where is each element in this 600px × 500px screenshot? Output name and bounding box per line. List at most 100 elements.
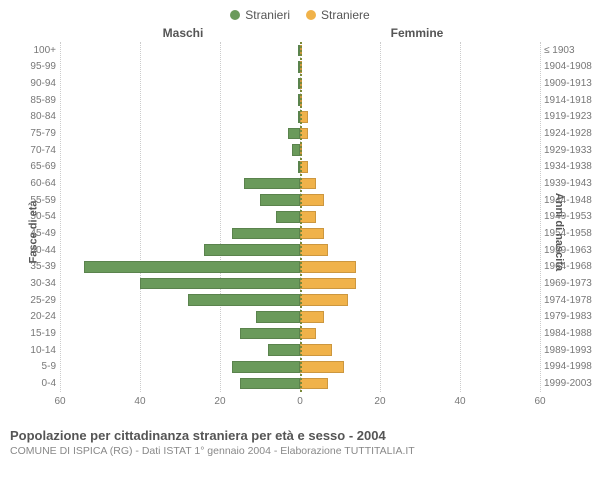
birth-year-label: 1949-1953 [544, 211, 596, 222]
male-bar [204, 244, 300, 256]
age-label: 70-74 [26, 145, 56, 156]
female-half [300, 275, 540, 292]
age-label: 5-9 [26, 361, 56, 372]
female-half [300, 192, 540, 209]
male-half [60, 225, 300, 242]
male-bar [288, 128, 300, 140]
female-bar [300, 361, 344, 373]
female-half [300, 309, 540, 326]
female-half [300, 259, 540, 276]
gridline [540, 42, 541, 392]
birth-year-label: 1929-1933 [544, 145, 596, 156]
male-bar [292, 144, 300, 156]
female-half [300, 225, 540, 242]
male-half [60, 92, 300, 109]
age-label: 15-19 [26, 328, 56, 339]
birth-year-label: 1999-2003 [544, 378, 596, 389]
x-tick: 60 [534, 396, 545, 407]
male-bar [84, 261, 300, 273]
age-label: 30-34 [26, 278, 56, 289]
birth-year-label: 1934-1938 [544, 161, 596, 172]
legend-label-male: Stranieri [245, 8, 290, 22]
female-half [300, 125, 540, 142]
birth-year-label: 1954-1958 [544, 228, 596, 239]
male-bar [244, 178, 300, 190]
male-half [60, 192, 300, 209]
male-bar [256, 311, 300, 323]
female-half [300, 109, 540, 126]
male-half [60, 75, 300, 92]
column-headers: Maschi Femmine [0, 26, 600, 42]
age-label: 25-29 [26, 295, 56, 306]
female-bar [300, 378, 328, 390]
birth-year-label: 1959-1963 [544, 245, 596, 256]
age-label: 75-79 [26, 128, 56, 139]
male-half [60, 292, 300, 309]
birth-year-label: 1914-1918 [544, 95, 596, 106]
legend-label-female: Straniere [321, 8, 370, 22]
female-half [300, 75, 540, 92]
birth-year-label: 1904-1908 [544, 61, 596, 72]
male-half [60, 259, 300, 276]
header-male: Maschi [70, 26, 296, 40]
male-bar [232, 228, 300, 240]
male-half [60, 125, 300, 142]
male-half [60, 358, 300, 375]
female-bar [300, 278, 356, 290]
birth-year-label: 1909-1913 [544, 78, 596, 89]
birth-year-label: 1964-1968 [544, 261, 596, 272]
male-bar [240, 328, 300, 340]
birth-year-label: 1919-1923 [544, 111, 596, 122]
chart-subtitle: COMUNE DI ISPICA (RG) - Dati ISTAT 1° ge… [10, 445, 590, 457]
male-half [60, 42, 300, 59]
male-half [60, 175, 300, 192]
male-half [60, 109, 300, 126]
male-half [60, 209, 300, 226]
female-bar [300, 228, 324, 240]
female-bar [300, 294, 348, 306]
male-half [60, 59, 300, 76]
age-label: 60-64 [26, 178, 56, 189]
female-bar [300, 244, 328, 256]
female-half [300, 42, 540, 59]
birth-year-label: 1939-1943 [544, 178, 596, 189]
female-half [300, 342, 540, 359]
age-label: 0-4 [26, 378, 56, 389]
x-tick: 40 [454, 396, 465, 407]
male-bar [140, 278, 300, 290]
male-half [60, 275, 300, 292]
center-divider [300, 42, 302, 392]
age-label: 40-44 [26, 245, 56, 256]
age-label: 100+ [26, 45, 56, 56]
x-tick: 20 [374, 396, 385, 407]
male-half [60, 142, 300, 159]
birth-year-label: 1979-1983 [544, 311, 596, 322]
birth-year-label: 1989-1993 [544, 345, 596, 356]
age-label: 20-24 [26, 311, 56, 322]
female-half [300, 375, 540, 392]
birth-year-label: 1944-1948 [544, 195, 596, 206]
female-half [300, 292, 540, 309]
female-bar [300, 344, 332, 356]
age-label: 65-69 [26, 161, 56, 172]
female-half [300, 209, 540, 226]
female-half [300, 142, 540, 159]
female-half [300, 175, 540, 192]
female-bar [300, 211, 316, 223]
birth-year-label: 1994-1998 [544, 361, 596, 372]
age-label: 50-54 [26, 211, 56, 222]
male-bar [188, 294, 300, 306]
female-bar [300, 328, 316, 340]
female-bar [300, 261, 356, 273]
x-tick: 20 [214, 396, 225, 407]
age-label: 55-59 [26, 195, 56, 206]
male-half [60, 309, 300, 326]
birth-year-label: 1969-1973 [544, 278, 596, 289]
male-bar [240, 378, 300, 390]
header-female: Femmine [304, 26, 530, 40]
female-half [300, 159, 540, 176]
female-half [300, 358, 540, 375]
x-tick: 60 [54, 396, 65, 407]
age-label: 95-99 [26, 61, 56, 72]
birth-year-label: ≤ 1903 [544, 45, 596, 56]
